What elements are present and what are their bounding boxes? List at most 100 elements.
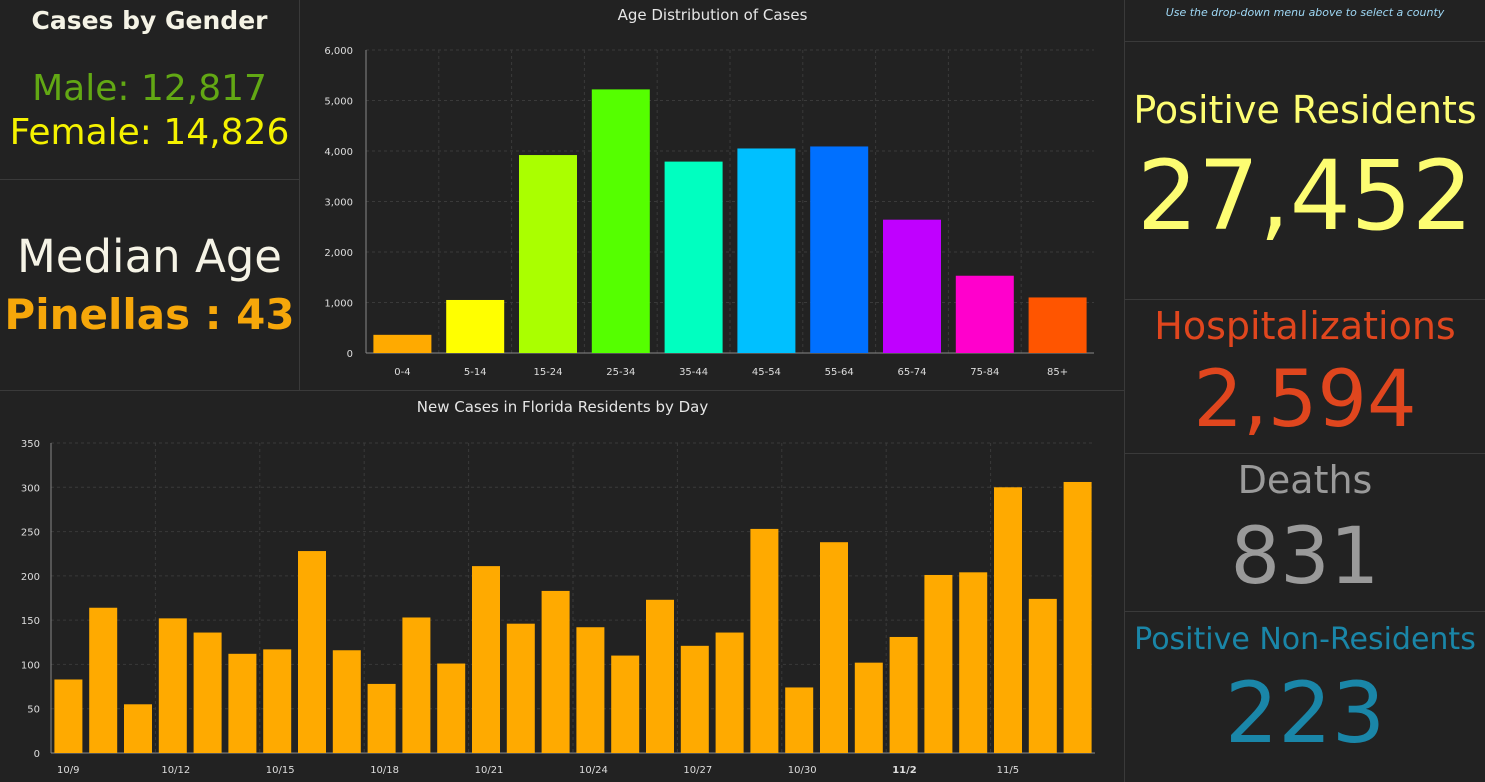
y-tick-label: 0 — [34, 749, 40, 760]
y-tick-label: 2,000 — [324, 248, 353, 259]
bar — [750, 528, 779, 753]
x-tick-label: 25-34 — [606, 367, 635, 378]
bar — [437, 663, 466, 753]
bar — [298, 551, 326, 753]
bar — [506, 623, 535, 753]
bar — [737, 148, 796, 353]
positive-residents-panel — [1124, 42, 1485, 300]
y-tick-label: 250 — [21, 528, 40, 539]
bar — [591, 89, 650, 353]
county-select-hint: Use the drop-down menu above to select a… — [1165, 6, 1445, 19]
y-tick-label: 200 — [21, 572, 40, 583]
x-tick-label: 10/15 — [266, 765, 295, 776]
bar — [955, 275, 1014, 353]
y-tick-label: 0 — [347, 349, 353, 360]
positive-residents-label: Positive Residents — [1133, 88, 1477, 132]
x-tick-label: 0-4 — [394, 367, 410, 378]
non-residents-value: 223 — [1224, 664, 1386, 762]
x-tick-label: 10/21 — [475, 765, 504, 776]
bar — [883, 219, 941, 353]
bar — [402, 617, 431, 753]
x-tick-label: 85+ — [1047, 367, 1068, 378]
male-count: Male: 12,817 — [32, 68, 267, 109]
median-age-panel: Median Age Pinellas : 43 — [0, 180, 300, 391]
bar — [54, 679, 83, 753]
bar — [959, 572, 988, 753]
bar — [193, 632, 222, 753]
bar — [785, 687, 814, 753]
bar — [1063, 481, 1092, 753]
bar — [1028, 598, 1057, 753]
gender-panel-title: Cases by Gender — [31, 6, 268, 35]
bar — [576, 627, 605, 753]
deaths-label: Deaths — [1237, 458, 1373, 502]
daily-chart-title: New Cases in Florida Residents by Day — [416, 398, 709, 416]
bar — [158, 618, 187, 753]
bar — [680, 645, 709, 753]
bar — [715, 632, 744, 753]
y-tick-label: 150 — [21, 616, 40, 627]
x-tick-label: 10/24 — [579, 765, 608, 776]
bar — [994, 487, 1022, 753]
deaths-value: 831 — [1230, 512, 1380, 602]
bar — [889, 636, 918, 753]
age-chart-title: Age Distribution of Cases — [617, 6, 808, 24]
x-tick-label: 65-74 — [897, 367, 926, 378]
y-tick-label: 300 — [21, 483, 40, 494]
female-count: Female: 14,826 — [9, 112, 290, 153]
bar — [611, 655, 640, 753]
bar — [367, 683, 396, 753]
non-residents-panel — [1124, 612, 1485, 782]
bar — [332, 650, 361, 753]
x-tick-label: 10/27 — [683, 765, 712, 776]
hospitalizations-label: Hospitalizations — [1154, 304, 1456, 348]
x-tick-label: 10/18 — [370, 765, 399, 776]
deaths-panel — [1124, 454, 1485, 612]
bar — [854, 662, 883, 753]
daily-cases-chart: 0 50 100 150 200 250 300 350 10/9 10/12 10/15 10/18… — [21, 439, 1095, 776]
hospitalizations-value: 2,594 — [1193, 355, 1417, 445]
median-age-value: Pinellas : 43 — [4, 290, 295, 339]
y-tick-label: 3,000 — [324, 198, 353, 209]
y-tick-label: 100 — [21, 660, 40, 671]
x-tick-label: 10/9 — [57, 765, 79, 776]
hint-panel — [1124, 0, 1485, 42]
bar — [1028, 297, 1087, 353]
bar — [124, 704, 152, 753]
x-tick-label: 5-14 — [464, 367, 487, 378]
y-tick-label: 5,000 — [324, 97, 353, 108]
bar — [373, 334, 432, 353]
x-tick-label: 35-44 — [679, 367, 708, 378]
y-tick-label: 4,000 — [324, 147, 353, 158]
daily-chart-panel: New Cases in Florida Residents by Day 0 5… — [0, 391, 1125, 782]
positive-residents-value: 27,452 — [1137, 140, 1473, 252]
x-tick-label: 75-84 — [970, 367, 999, 378]
x-tick-label: 11/5 — [997, 765, 1019, 776]
bar — [472, 566, 500, 753]
bar — [228, 653, 257, 753]
age-chart-panel: Age Distribution of Cases 0 1,000 2,000 3,0… — [300, 0, 1125, 391]
bar — [89, 607, 118, 753]
y-tick-label: 6,000 — [324, 46, 353, 57]
bar — [646, 599, 674, 753]
bar — [924, 574, 953, 753]
bar — [519, 155, 577, 353]
bar — [820, 542, 848, 753]
x-tick-label: 55-64 — [825, 367, 854, 378]
x-tick-label: 45-54 — [752, 367, 781, 378]
bar — [810, 146, 869, 353]
x-tick-label: 15-24 — [533, 367, 562, 378]
y-tick-label: 1,000 — [324, 299, 353, 310]
y-tick-label: 50 — [27, 705, 40, 716]
y-tick-label: 350 — [21, 439, 40, 450]
x-tick-label: 10/30 — [788, 765, 817, 776]
median-age-title: Median Age — [16, 230, 282, 283]
bar — [263, 649, 292, 753]
bar — [446, 299, 505, 353]
bar — [664, 161, 723, 353]
gender-panel: Cases by Gender Male: 12,817 Female: 14,… — [0, 0, 300, 180]
x-tick-label: 10/12 — [161, 765, 190, 776]
bar — [541, 590, 570, 753]
age-distribution-chart: 0 1,000 2,000 3,000 4,000 5,000 6,000 0-4 5-14 15… — [324, 46, 1094, 378]
x-tick-label: 11/2 — [892, 765, 917, 776]
